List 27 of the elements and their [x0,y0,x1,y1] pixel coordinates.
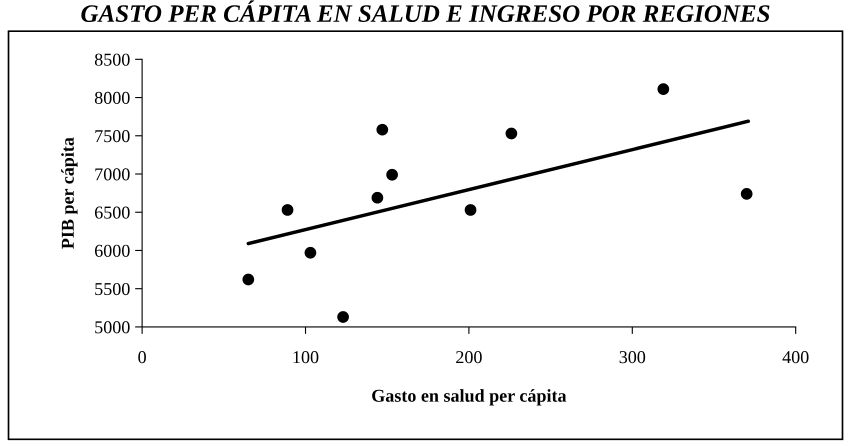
point [376,124,388,136]
point [506,128,518,140]
x-tick-label: 0 [138,351,146,364]
point [740,188,753,200]
x-tick-label: 100 [294,351,318,364]
y-tick-label: 6500 [94,206,130,219]
point [304,246,316,259]
x-tick-label: 400 [782,351,809,364]
point [337,311,349,323]
point [657,83,670,95]
y-tick-label: 5000 [95,321,130,334]
x-axis-title: Gasto en salud per cápita [372,389,566,406]
x-tick-label: 200 [456,351,482,364]
point [386,168,398,181]
chart-title: GASTO PER CÁPITA EN SALUD E INGRESO POR REGIONES [81,0,770,22]
y-tick-label: 5500 [95,282,130,296]
y-tick-label: 8500 [94,54,130,66]
y-tick-label: 7500 [95,130,130,142]
x-tick-label: 300 [620,351,646,364]
y-tick-label: 8000 [94,92,130,104]
y-tick-label: 7000 [95,168,130,180]
point [464,204,476,216]
point [372,192,384,204]
point [282,204,294,216]
point [242,274,254,286]
y-axis-title: PIB per cápita [61,137,78,249]
y-tick-label: 6000 [94,244,130,257]
